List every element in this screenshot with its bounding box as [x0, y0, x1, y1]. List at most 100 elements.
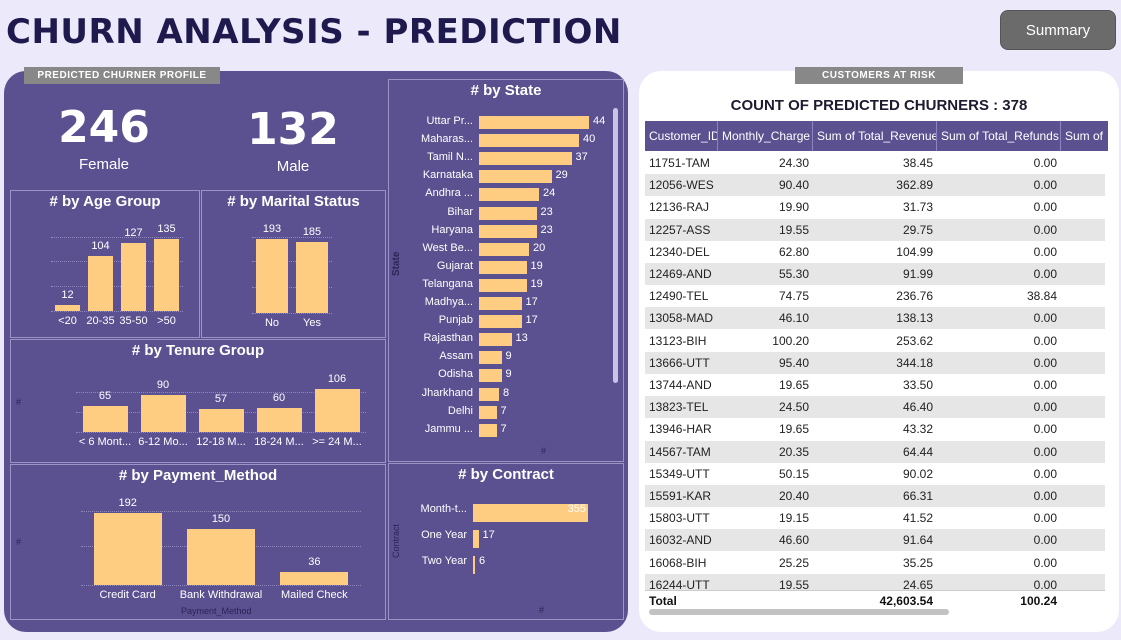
state-value-label: 19: [530, 277, 543, 290]
profile-section-label: PREDICTED CHURNER PROFILE: [24, 67, 220, 84]
table-cell: 20.40: [778, 489, 809, 503]
table-cell: 344.18: [896, 355, 933, 370]
tenure-gridline: [76, 392, 366, 393]
table-cell: 91.99: [902, 267, 933, 281]
tenure-value-label: 90: [156, 379, 170, 392]
table-horizontal-scrollbar[interactable]: [649, 609, 949, 615]
table-row[interactable]: 16032-AND 46.60 91.64 0.00: [645, 529, 1105, 552]
churner-count-title: COUNT OF PREDICTED CHURNERS : 378: [730, 97, 1028, 114]
table-row[interactable]: 12136-RAJ 19.90 31.73 0.00: [645, 196, 1105, 218]
table-cell: 24.50: [778, 400, 809, 415]
contract-category-label: One Year: [421, 529, 467, 541]
table-row[interactable]: 12469-AND 55.30 91.99 0.00: [645, 263, 1105, 285]
state-bar: [479, 333, 512, 347]
male-label: Male: [276, 158, 310, 175]
table-cell: 0.00: [1033, 156, 1057, 170]
table-cell: 12469-AND: [649, 267, 712, 281]
table-cell: 253.62: [896, 333, 933, 348]
table-row[interactable]: 13058-MAD 46.10 138.13 0.00: [645, 307, 1105, 330]
customers-table[interactable]: Customer_ID Monthly_Charge Sum of Total_Re…: [645, 121, 1108, 605]
table-cell: 90.02: [902, 466, 933, 481]
table-row[interactable]: 16068-BIH 25.25 35.25 0.00: [645, 552, 1105, 574]
state-bar: [479, 188, 539, 202]
table-cell: 43.32: [902, 422, 933, 437]
female-count: 246: [58, 102, 150, 153]
table-row[interactable]: 13823-TEL 24.50 46.40 0.00: [645, 396, 1105, 419]
total-label: Total: [649, 594, 677, 608]
state-scrollbar[interactable]: [613, 108, 618, 383]
age_group-value-label: 135: [157, 223, 176, 235]
table-cell: 55.30: [778, 267, 809, 281]
state-bar: [479, 134, 579, 148]
table-cell: 16032-AND: [649, 533, 712, 548]
state-value-label: 9: [505, 350, 512, 363]
table-row[interactable]: 15803-UTT 19.15 41.52 0.00: [645, 507, 1105, 529]
table-cell: 0.00: [1033, 333, 1057, 348]
total-refunds: 100.24: [1020, 594, 1057, 608]
table-cell: 104.99: [896, 244, 933, 259]
table-row[interactable]: 14567-TAM 20.35 64.44 0.00: [645, 440, 1105, 463]
table-cell: 19.15: [778, 511, 809, 526]
table-cell: 15591-KAR: [649, 489, 712, 503]
marital-bar: [256, 239, 288, 313]
marital-category-label: Yes: [303, 317, 321, 329]
table-cell: 62.80: [778, 244, 809, 259]
table-cell: 66.31: [902, 489, 933, 503]
table-row[interactable]: 13123-BIH 100.20 253.62 0.00: [645, 330, 1105, 352]
payment-bar: [187, 528, 255, 585]
table-cell: 138.13: [896, 311, 933, 326]
age-group-title: # by Age Group: [49, 193, 161, 210]
table-row[interactable]: 13666-UTT 95.40 344.18 0.00: [645, 351, 1105, 374]
table-row[interactable]: 15349-UTT 50.15 90.02 0.00: [645, 463, 1105, 485]
column-header[interactable]: Customer_ID: [645, 121, 718, 151]
contract-category-label: Month-t...: [420, 503, 467, 515]
table-row[interactable]: 12340-DEL 62.80 104.99 0.00: [645, 241, 1105, 263]
table-cell: 15803-UTT: [649, 511, 710, 526]
table-row[interactable]: 13946-HAR 19.65 43.32 0.00: [645, 418, 1105, 440]
column-header[interactable]: Sum of Total_Refunds: [937, 121, 1061, 151]
tenure-group-chart: # by Tenure Group # 65 < 6 Mont... 90 6-12 …: [10, 339, 386, 463]
table-cell: 0.00: [1033, 178, 1057, 193]
tenure-value-label: 65: [98, 389, 112, 402]
table-cell: 0.00: [1033, 378, 1057, 392]
marital-gridline: [252, 237, 332, 238]
marital-gridline: [252, 313, 332, 314]
state-value-label: 37: [575, 151, 588, 164]
age_group-gridline: [51, 237, 183, 238]
state-title: # by State: [470, 82, 542, 99]
table-cell: 0.00: [1033, 400, 1057, 415]
state-category-label: Karnataka: [422, 169, 473, 182]
contract-bar: [473, 556, 475, 574]
tenure-bar: [256, 407, 302, 432]
column-header[interactable]: Monthly_Charge: [718, 121, 813, 151]
age_group-category-label: 20-35: [86, 315, 115, 327]
column-header[interactable]: Sum of: [1061, 121, 1108, 151]
state-value-label: 17: [525, 296, 538, 308]
summary-button[interactable]: Summary: [1000, 10, 1116, 50]
contract-category-label: Two Year: [421, 555, 467, 567]
tenure-value-label: 57: [214, 392, 228, 405]
column-header[interactable]: Sum of Total_Revenue: [813, 121, 937, 151]
tenure-group-title: # by Tenure Group: [131, 342, 265, 359]
table-cell: 362.89: [896, 178, 933, 193]
table-cell: 19.65: [778, 422, 809, 437]
table-cell: 24.65: [902, 577, 933, 592]
age_group-value-label: 12: [61, 288, 74, 301]
table-cell: 33.50: [902, 378, 933, 392]
table-row[interactable]: 12056-WES 90.40 362.89 0.00: [645, 174, 1105, 197]
table-cell: 38.84: [1026, 289, 1057, 304]
state-value-label: 7: [500, 404, 507, 417]
table-row[interactable]: 12257-ASS 19.55 29.75 0.00: [645, 218, 1105, 241]
state-value-label: 19: [530, 259, 543, 272]
table-cell: 236.76: [896, 289, 933, 304]
table-row[interactable]: 11751-TAM 24.30 38.45 0.00: [645, 152, 1105, 174]
age_group-category-label: 35-50: [119, 315, 148, 327]
table-cell: 91.64: [902, 533, 933, 548]
table-row[interactable]: 13744-AND 19.65 33.50 0.00: [645, 374, 1105, 396]
table-cell: 100.20: [772, 333, 809, 348]
table-cell: 0.00: [1033, 577, 1057, 592]
table-row[interactable]: 12490-TEL 74.75 236.76 38.84: [645, 285, 1105, 307]
tenure-bar: [82, 405, 128, 432]
table-cell: 25.25: [778, 555, 809, 570]
table-row[interactable]: 15591-KAR 20.40 66.31 0.00: [645, 485, 1105, 507]
